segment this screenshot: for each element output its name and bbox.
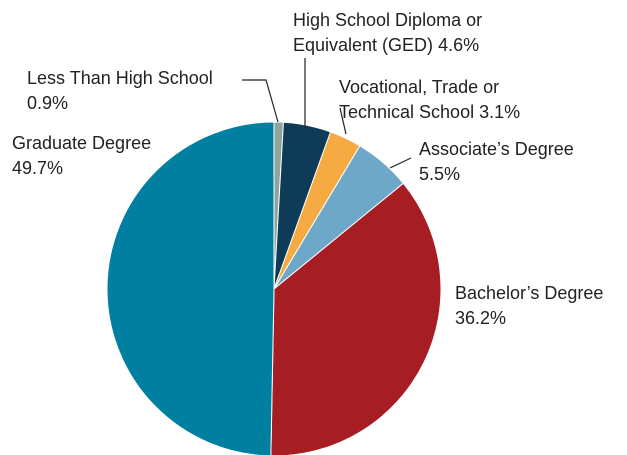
- leader-line: [339, 107, 347, 135]
- category-label: Less Than High School: [27, 68, 213, 88]
- category-label: Vocational, Trade or Technical School: [339, 77, 500, 122]
- pie: [106, 121, 442, 455]
- leader-line: [389, 157, 412, 169]
- leader-line: [242, 79, 279, 123]
- value-label: 3.1%: [479, 102, 521, 122]
- pie-slice: [106, 121, 275, 455]
- slice-label: Bachelor’s Degree 36.2%: [455, 281, 620, 331]
- slice-label: Graduate Degree 49.7%: [12, 131, 162, 181]
- category-label: Bachelor’s Degree: [455, 283, 604, 303]
- value-label: 0.9%: [27, 93, 69, 113]
- slice-label: High School Diploma or Equivalent (GED) …: [293, 8, 533, 58]
- slice-label: Less Than High School 0.9%: [27, 66, 249, 116]
- category-label: Graduate Degree: [12, 133, 152, 153]
- value-label: 36.2%: [455, 308, 507, 328]
- slice-label: Vocational, Trade or Technical School 3.…: [339, 75, 564, 125]
- slice-label: Associate’s Degree 5.5%: [419, 137, 599, 187]
- pie-slice: [270, 182, 442, 455]
- value-label: 5.5%: [419, 164, 461, 184]
- value-label: 4.6%: [438, 35, 480, 55]
- category-label: Associate’s Degree: [419, 139, 574, 159]
- category-label: High School Diploma or Equivalent (GED): [293, 10, 483, 55]
- value-label: 49.7%: [12, 158, 64, 178]
